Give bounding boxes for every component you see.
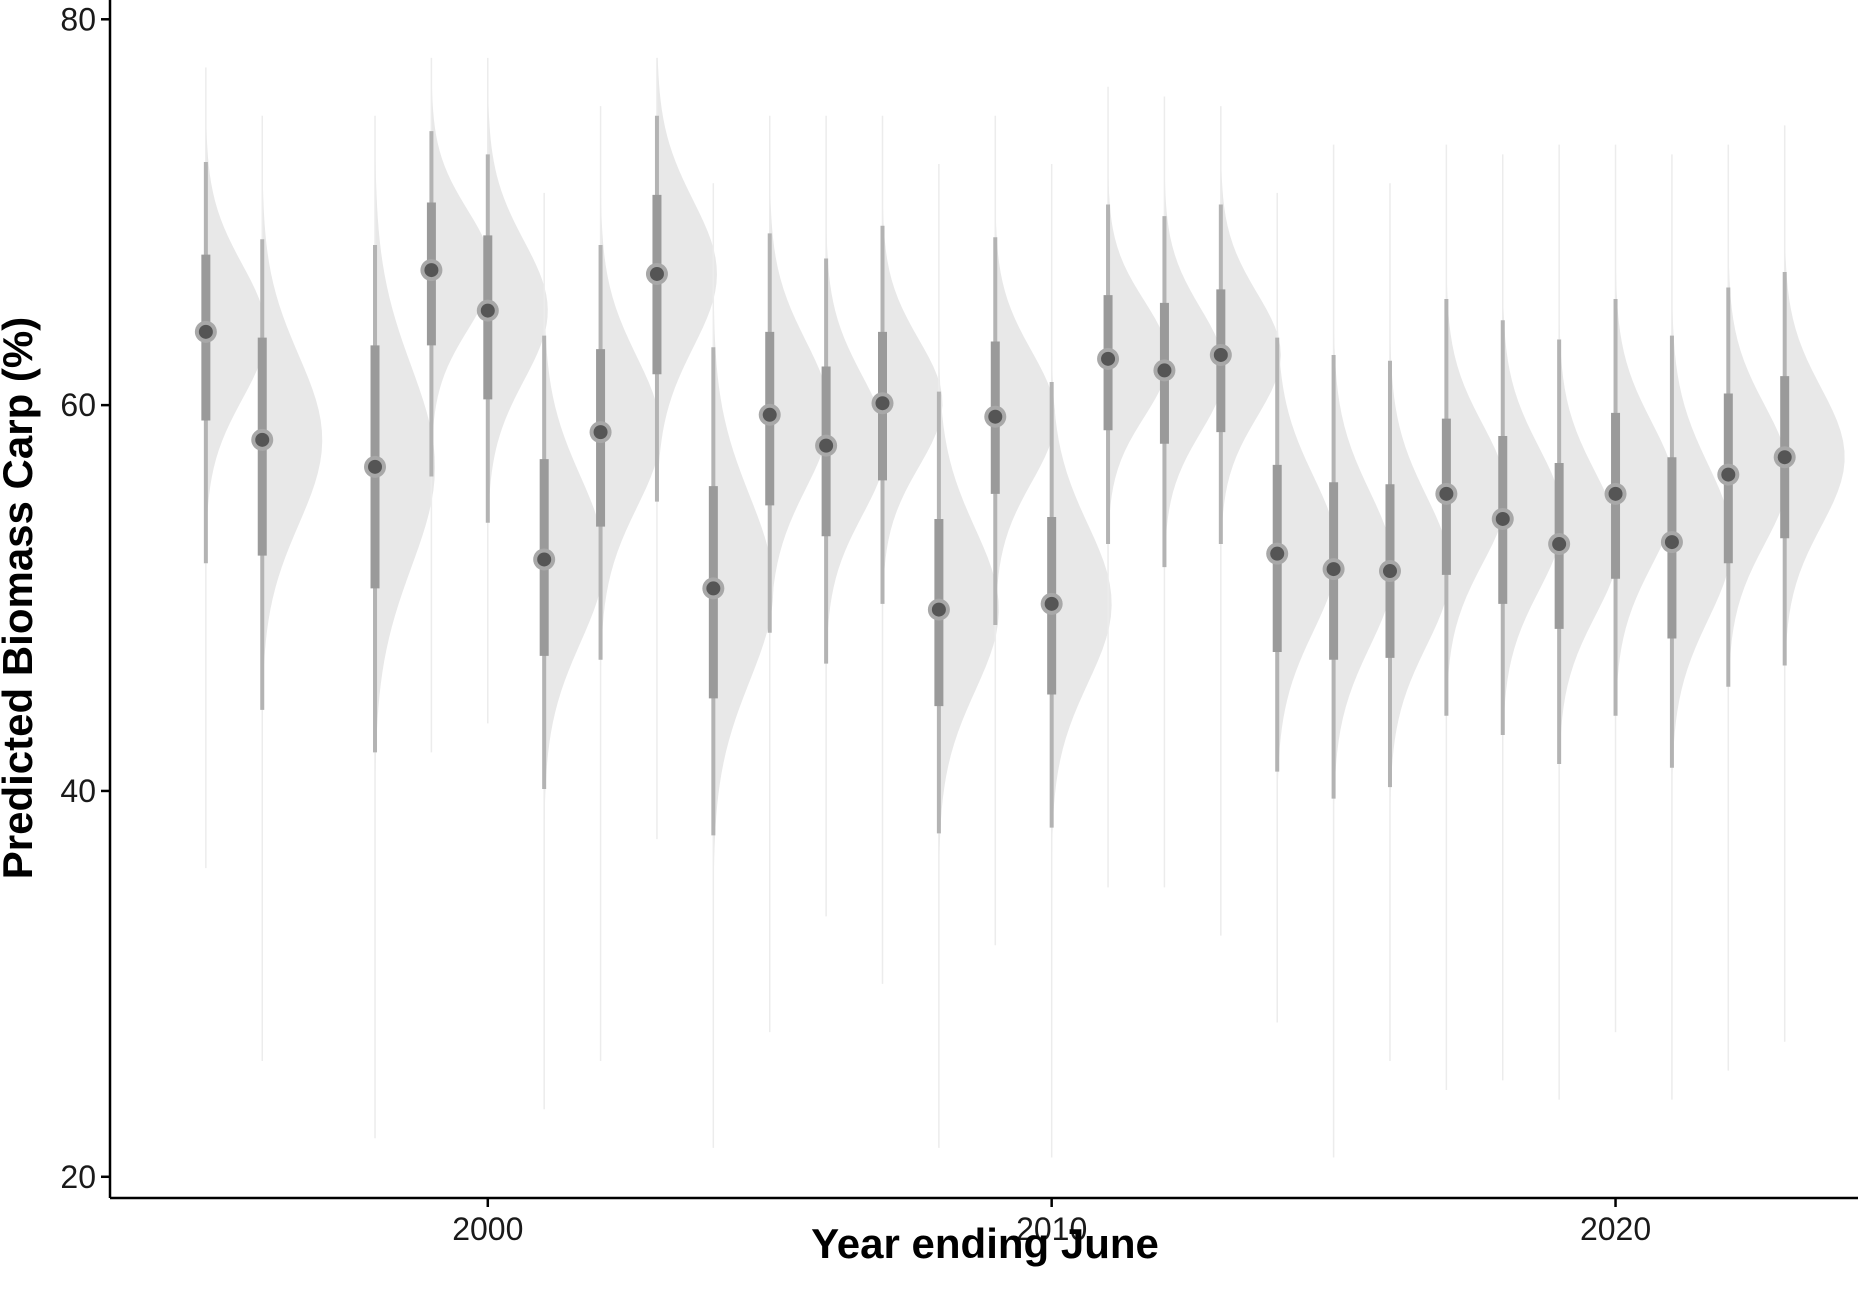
density-shape [487, 57, 548, 724]
median-point [1495, 511, 1510, 526]
density-shape [882, 115, 943, 984]
density-shape [600, 106, 661, 1062]
density-shape [1784, 125, 1845, 1042]
density-shape [1671, 154, 1732, 1100]
density-shape [431, 57, 492, 753]
y-tick-label: 60 [60, 387, 96, 423]
median-point-layer [194, 259, 1796, 621]
median-point [988, 409, 1003, 424]
density-shape [1051, 163, 1112, 1158]
density-shape [262, 115, 323, 1062]
density-shape [656, 57, 717, 840]
density-shape [938, 163, 999, 1148]
median-point [706, 581, 721, 596]
median-point [1777, 450, 1792, 465]
median-point [1608, 486, 1623, 501]
y-tick-label: 80 [60, 1, 96, 37]
x-tick-label: 2020 [1580, 1211, 1651, 1247]
median-point [1101, 351, 1116, 366]
median-point [424, 263, 439, 278]
median-point [1326, 562, 1341, 577]
density-shape [375, 115, 436, 1139]
density-shape [1728, 144, 1789, 1071]
density-shape [1277, 192, 1338, 1023]
x-tick-label: 2010 [1016, 1211, 1087, 1247]
density-shape [1164, 96, 1225, 888]
median-point [931, 602, 946, 617]
density-shape [1502, 154, 1563, 1081]
median-point [1664, 535, 1679, 550]
density-shape [544, 192, 605, 1110]
median-point [762, 407, 777, 422]
y-axis-title: Predicted Biomass Carp (%) [0, 317, 41, 880]
median-point [1552, 537, 1567, 552]
median-point [1721, 467, 1736, 482]
median-point [198, 324, 213, 339]
y-axis-ticks: 20 40 60 80 [60, 1, 110, 1195]
density-shape [1615, 144, 1676, 1033]
x-axis-ticks: 2000 2010 2020 [452, 1198, 1651, 1247]
density-shape [995, 115, 1056, 946]
median-point [649, 266, 664, 281]
x-tick-label: 2000 [452, 1211, 523, 1247]
median-point [480, 303, 495, 318]
density-shape [205, 67, 266, 869]
axes-layer: 20 40 60 80 2000 2010 2020 [60, 0, 1858, 1247]
density-shape [713, 183, 774, 1148]
density-shape [1559, 144, 1620, 1100]
y-tick-label: 20 [60, 1159, 96, 1195]
median-point [255, 432, 270, 447]
density-shape [826, 115, 887, 917]
density-layer [205, 57, 1845, 1158]
median-point [1270, 546, 1285, 561]
density-shape [769, 115, 830, 1033]
median-point [593, 425, 608, 440]
median-point [1439, 486, 1454, 501]
median-point [819, 438, 834, 453]
density-shape [1108, 86, 1168, 888]
median-point [1213, 347, 1228, 362]
density-shape [1446, 144, 1507, 1090]
median-point [875, 396, 890, 411]
median-point [537, 552, 552, 567]
density-shape [1333, 144, 1394, 1158]
median-point [368, 459, 383, 474]
y-tick-label: 40 [60, 773, 96, 809]
median-point [1157, 363, 1172, 378]
density-shape [1389, 183, 1450, 1062]
x-axis-title: Year ending June [811, 1220, 1159, 1267]
density-shape [1220, 106, 1281, 936]
median-point [1382, 564, 1397, 579]
median-point [1044, 596, 1059, 611]
